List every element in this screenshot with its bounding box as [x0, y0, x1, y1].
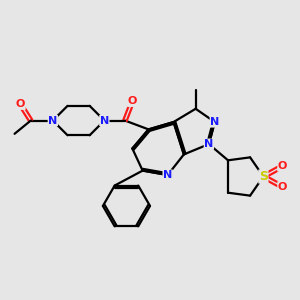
Text: N: N	[163, 170, 172, 180]
Text: O: O	[16, 99, 25, 110]
Text: O: O	[278, 182, 287, 192]
Text: O: O	[278, 161, 287, 171]
Text: N: N	[100, 116, 109, 126]
Text: O: O	[128, 96, 137, 106]
Text: N: N	[204, 139, 214, 149]
Text: N: N	[48, 116, 58, 126]
Text: N: N	[210, 117, 219, 127]
Text: S: S	[259, 170, 268, 183]
